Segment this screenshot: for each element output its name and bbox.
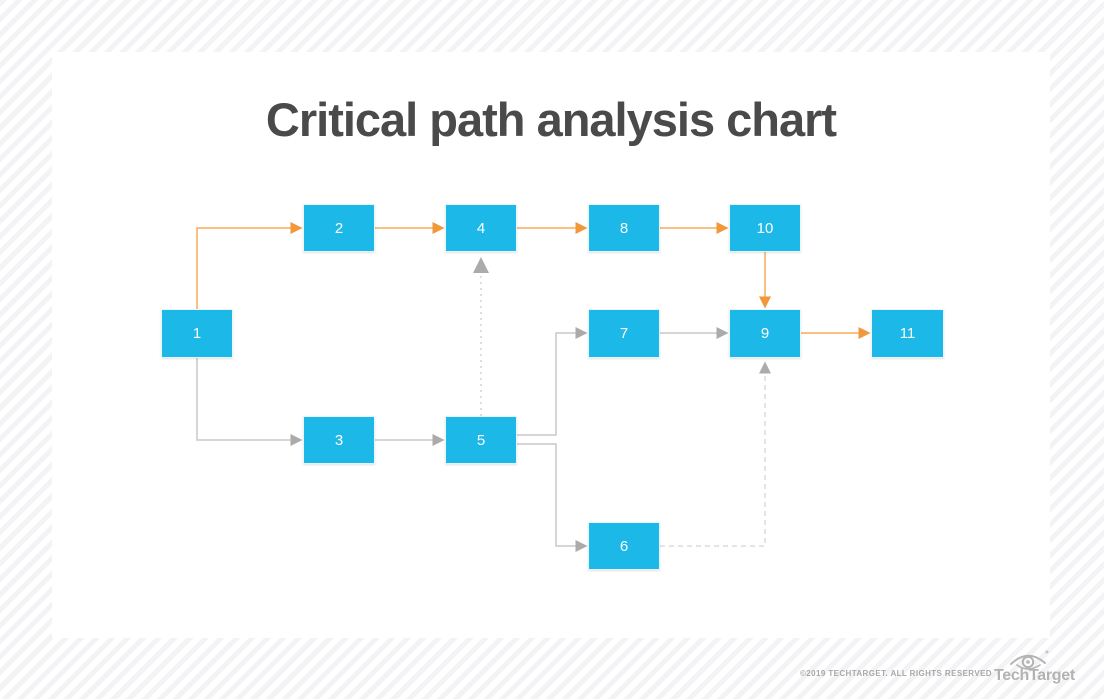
- techtarget-logo: TechTarget: [994, 648, 1075, 685]
- edge-5-6: [517, 443, 588, 552]
- node-9-label: 9: [760, 325, 770, 342]
- node-10: 10: [729, 204, 801, 252]
- node-3: 3: [303, 416, 375, 464]
- node-5-label: 5: [476, 431, 486, 449]
- node-3-label: 3: [334, 431, 344, 449]
- edge-6-9-dashed: [660, 361, 771, 547]
- node-7-label: 7: [619, 325, 629, 342]
- eye-icon: [1010, 650, 1049, 670]
- node-5: 5: [445, 416, 517, 464]
- node-6-label: 6: [619, 537, 629, 555]
- node-1-label: 1: [192, 325, 202, 342]
- node-9: 9: [729, 309, 801, 358]
- node-11-label: 11: [899, 325, 916, 342]
- copyright-text: ©2019 TECHTARGET. ALL RIGHTS RESERVED: [800, 669, 992, 678]
- content-card: Critical path analysis chart 1 2 3 4 5: [52, 52, 1050, 638]
- node-8: 8: [588, 204, 660, 252]
- node-11: 11: [871, 309, 944, 358]
- node-7: 7: [588, 309, 660, 358]
- connector-layer: [196, 222, 871, 552]
- page-title: Critical path analysis chart: [265, 93, 837, 146]
- edge-5-7: [517, 327, 588, 436]
- logo-text: TechTarget: [994, 667, 1075, 684]
- node-4: 4: [445, 204, 517, 252]
- edge-1-3: [196, 357, 303, 446]
- edge-1-2-critical: [196, 222, 303, 309]
- node-8-label: 8: [619, 219, 629, 237]
- node-10-label: 10: [756, 219, 774, 237]
- node-1: 1: [161, 309, 233, 358]
- node-2: 2: [303, 204, 375, 252]
- node-4-label: 4: [476, 219, 486, 237]
- node-2-label: 2: [334, 219, 344, 237]
- node-6: 6: [588, 522, 660, 570]
